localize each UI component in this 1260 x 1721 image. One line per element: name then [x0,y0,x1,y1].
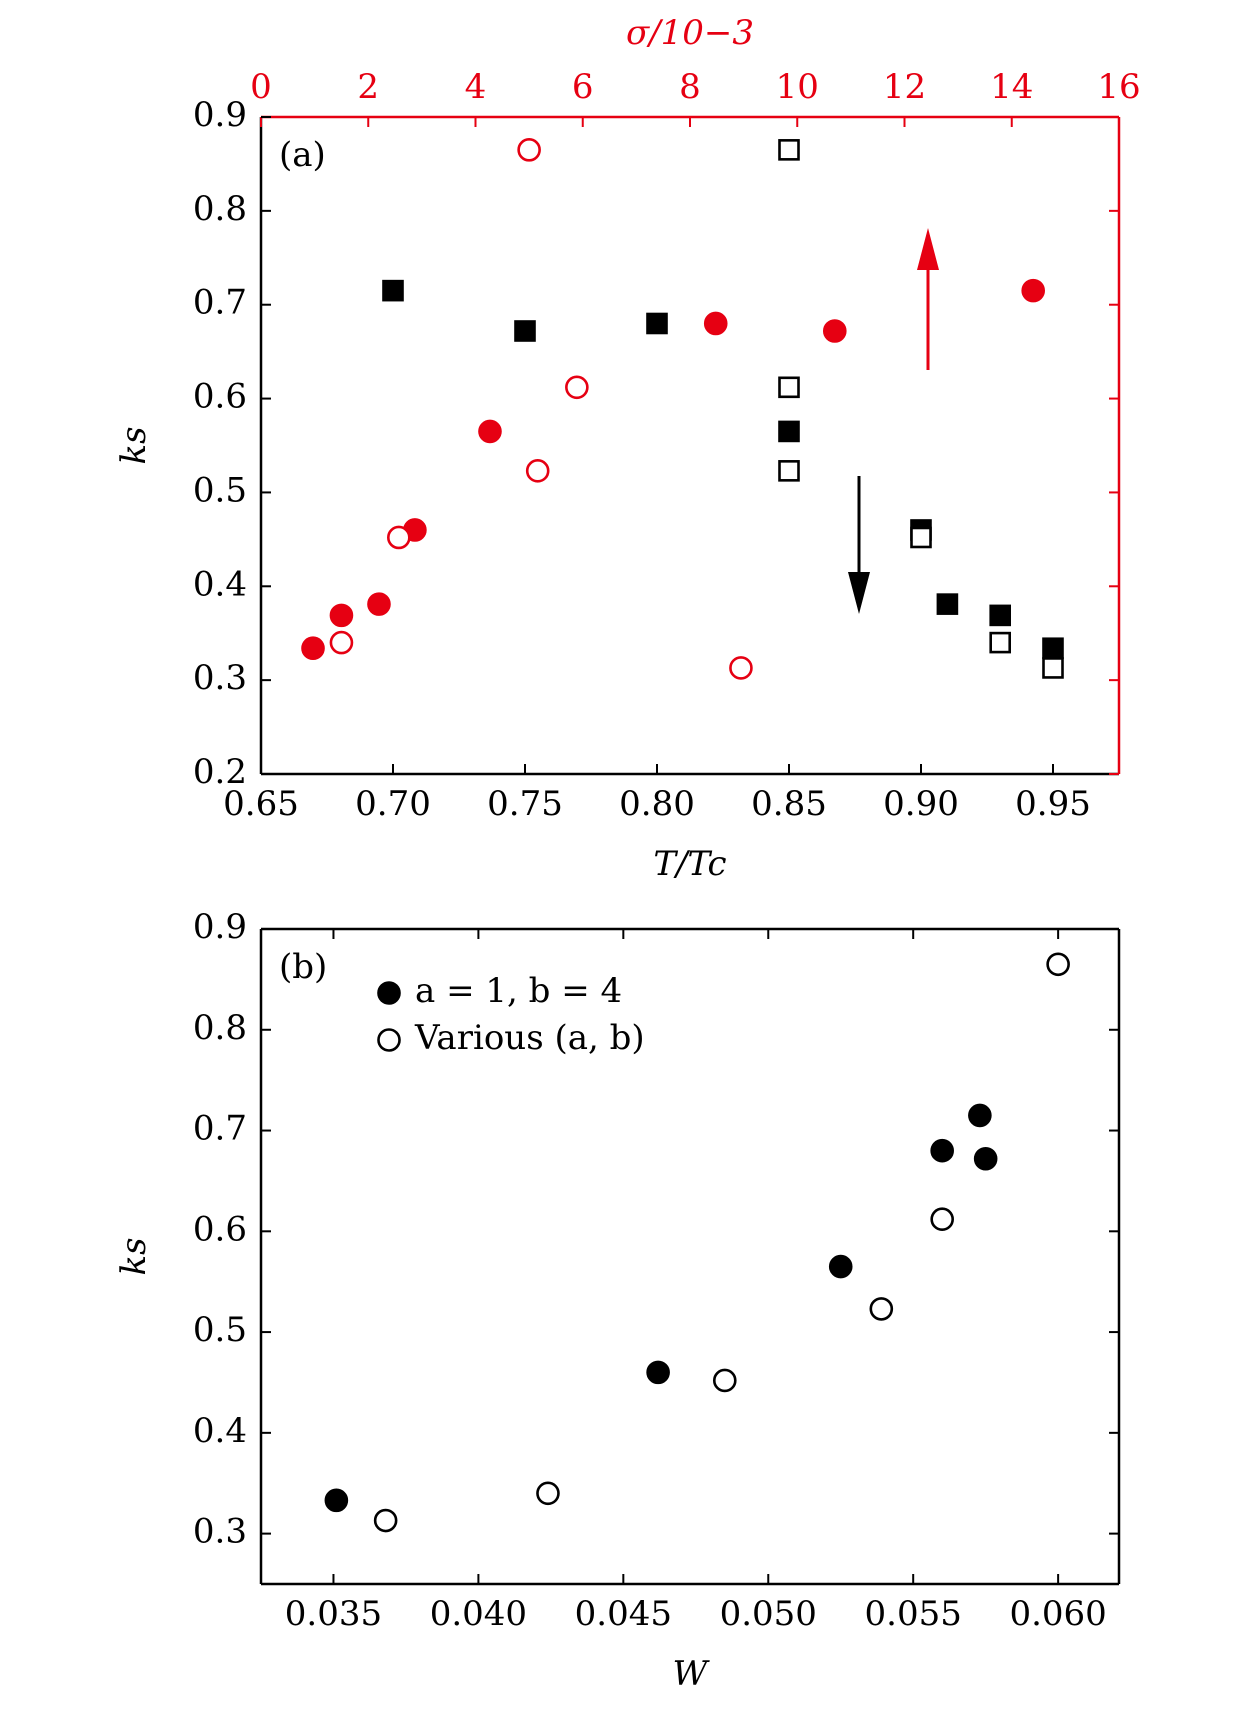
marker [930,1207,954,1232]
marker [989,604,1012,627]
x2-axis-label: σ/10−3 [626,13,754,53]
marker [973,1146,998,1171]
marker [968,1103,992,1128]
marker [778,460,800,482]
marker [478,419,502,444]
y-tick-label: 0.5 [193,470,247,510]
x-tick-label: 0.045 [575,1594,672,1634]
marker [329,630,354,655]
x2-tick-label: 12 [883,67,926,107]
y-tick-label: 0.9 [193,95,247,135]
y-tick-label: 0.5 [193,1310,247,1350]
marker [703,311,728,336]
y-tick-label: 0.6 [193,377,247,417]
panel-label: (b) [279,947,327,987]
marker [387,525,411,550]
panel-label: (a) [279,135,326,175]
arrows [848,228,939,614]
y-tick-label: 0.4 [193,1411,247,1451]
x-tick-label: 0.060 [1009,1594,1106,1634]
x-tick-label: 0.050 [720,1594,817,1634]
marker [324,1488,349,1513]
marker [778,420,800,443]
y-tick-label: 0.4 [193,564,247,604]
x-axis-label: W [673,1654,711,1694]
marker [301,636,325,661]
y-tick-label: 0.3 [193,658,247,698]
marker [930,1138,954,1163]
x2-tick-label: 2 [357,67,379,107]
marker [778,139,800,161]
x-axis-label: T/Tc [653,844,726,884]
x-tick-label: 0.85 [751,784,827,824]
x-tick-label: 0.055 [865,1594,962,1634]
x-tick-label: 0.95 [1015,784,1091,824]
x-tick-label: 0.65 [223,784,299,824]
y-tick-label: 0.2 [193,752,247,792]
x2-tick-label: 4 [465,67,487,107]
marker [382,279,404,302]
x-tick-label: 0.70 [355,784,431,824]
marker [936,593,959,615]
y-axis-label: ks [114,426,154,464]
marker [1042,637,1064,660]
marker [367,592,391,616]
x-tick-label: 0.035 [285,1594,382,1634]
legend-marker [377,981,401,1005]
y-axis-label: ks [114,1237,154,1275]
x2-tick-label: 16 [1097,67,1140,107]
x-tick-label: 0.90 [883,784,959,824]
marker [869,1297,894,1321]
y-tick-label: 0.7 [193,1109,247,1149]
red-arrow-head [917,228,939,270]
marker [1046,952,1070,977]
y-tick-label: 0.6 [193,1209,247,1249]
x2-tick-label: 8 [679,67,701,107]
legend-label: Various (a, b) [414,1018,645,1058]
black-arrow-head [848,572,870,614]
y-tick-label: 0.9 [193,907,247,947]
marker [712,1368,737,1393]
marker [517,138,541,162]
x2-tick-label: 10 [776,67,819,107]
legend-marker [377,1028,401,1052]
marker [646,312,668,335]
marker [525,459,550,483]
x-tick-label: 0.80 [619,784,695,824]
x2-tick-label: 6 [572,67,594,107]
marker [536,1481,560,1506]
marker [822,319,847,343]
marker [989,631,1012,654]
marker [729,656,753,680]
marker [514,320,536,342]
y-tick-label: 0.7 [193,283,247,323]
marker [646,1360,670,1385]
x-tick-label: 0.75 [487,784,563,824]
marker [1042,657,1064,679]
y-tick-label: 0.3 [193,1512,247,1552]
y-tick-label: 0.8 [193,189,247,229]
x-tick-label: 0.040 [430,1594,527,1634]
marker [329,603,354,628]
marker [373,1508,398,1533]
x2-tick-label: 0 [250,67,272,107]
legend-label: a = 1, b = 4 [415,971,622,1011]
marker [778,376,800,399]
marker [565,375,589,400]
x2-tick-label: 14 [990,67,1033,107]
marker [1021,278,1045,303]
y-tick-label: 0.8 [193,1008,247,1048]
marker [910,526,932,549]
marker [828,1254,853,1279]
